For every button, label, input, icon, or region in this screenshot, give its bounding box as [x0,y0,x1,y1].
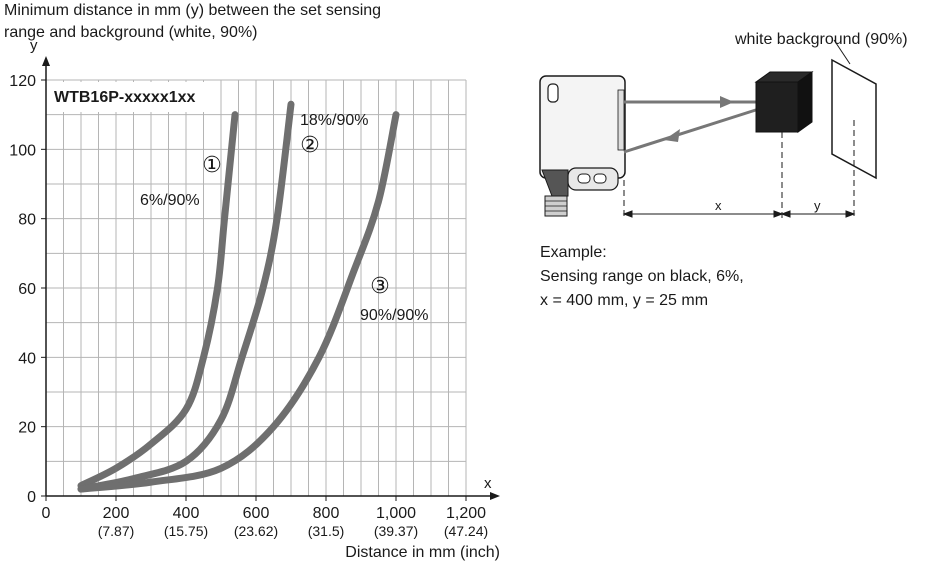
x-tick-sublabel: (47.24) [444,523,488,539]
series-marker-2: ② [300,132,320,157]
series-line-1 [77,111,239,490]
series-marker-1: ① [202,152,222,177]
sensing-range-chart: 0 20 40 60 80 100 120 0 200(7.87) 400(15.75) 600(2… [9,37,500,561]
x-tick-sublabel: (15.75) [164,523,208,539]
x-tick-label: 600 [243,505,270,522]
x-tick-sublabel: (7.87) [98,523,135,539]
x-tick-sublabel: (23.62) [234,523,278,539]
background-label: white background (90%) [734,31,908,48]
x-tick-label: 1,000 [376,505,416,522]
chart-series [77,100,400,493]
y-axis-letter: y [30,37,38,54]
x-tick-label: 1,200 [446,505,486,522]
x-tick-label: 200 [103,505,130,522]
black-object-icon [754,71,814,133]
x-tick-label: 400 [173,505,200,522]
sensor-icon [539,75,626,217]
x-axis-arrow [490,492,500,500]
series-label-1: 6%/90% [140,192,200,209]
chart-axes [42,56,500,500]
series-label-3: 90%/90% [360,307,429,324]
example-heading: Example: [540,244,607,261]
x-axis-title: Distance in mm (inch) [345,544,500,561]
setup-diagram: white background (90%) x y [539,31,908,220]
series-line-2 [77,100,295,493]
y-tick-label: 60 [18,281,36,298]
model-label-bg [48,82,220,112]
x-tick-sublabel: (39.37) [374,523,418,539]
series-label-2: 18%/90% [300,112,369,129]
dimension-lines [622,120,856,220]
light-beam-arrows [623,96,763,154]
series-line-3 [77,111,400,493]
y-dimension-label: y [814,198,821,213]
example-line-2: x = 400 mm, y = 25 mm [540,292,709,309]
example-line-1: Sensing range on black, 6%, [540,268,744,285]
x-dimension-label: x [715,198,722,213]
chart-title-line-1: Minimum distance in mm (y) between the s… [4,2,382,19]
chart-ticks: 0 20 40 60 80 100 120 0 200(7.87) 400(15.75) 600(2… [9,73,488,539]
y-tick-label: 120 [9,73,36,90]
x-tick-sublabel: (31.5) [308,523,345,539]
y-tick-label: 40 [18,350,36,367]
chart-grid [46,79,467,496]
y-axis-arrow [42,56,50,66]
x-tick-label: 0 [42,505,51,522]
y-tick-label: 100 [9,142,36,159]
y-tick-label: 0 [27,489,36,506]
model-label: WTB16P-xxxxx1xx [54,89,196,106]
chart-title-line-2: range and background (white, 90%) [4,24,258,41]
series-marker-3: ③ [370,273,390,298]
y-tick-label: 80 [18,212,36,229]
x-tick-label: 800 [313,505,340,522]
x-axis-letter: x [484,475,492,492]
white-background-icon [831,39,877,180]
y-tick-label: 20 [18,420,36,437]
